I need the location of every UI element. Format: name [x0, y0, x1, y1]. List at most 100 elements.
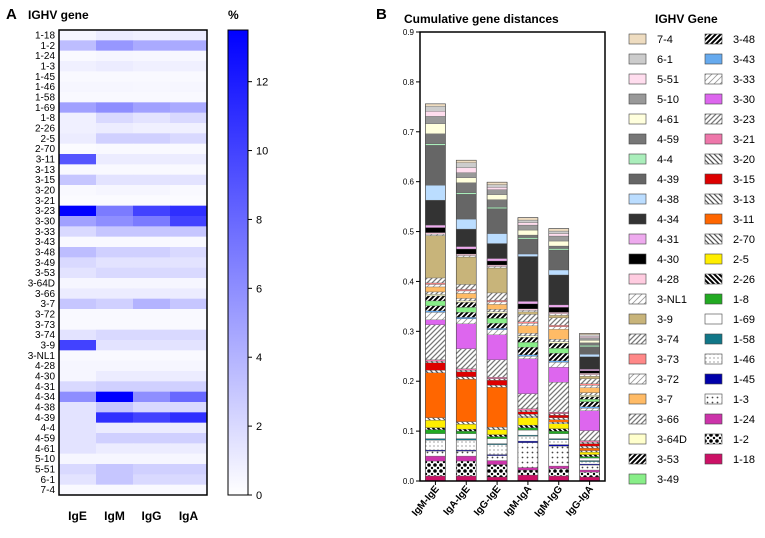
- bar-segment-IgM-IgG-3-49: [548, 348, 569, 354]
- legend-label-4-34: 4-34: [657, 214, 679, 226]
- bar-segment-IgG-IgE-4-31: [486, 258, 508, 262]
- heatmap-row-label: 4-31: [35, 382, 55, 393]
- heatmap-column-label: IgG: [142, 509, 162, 523]
- bar-segment-IgM-IgG-4-34: [548, 274, 569, 306]
- heatmap-cell-3-30-IgE: [59, 216, 97, 227]
- legend-label-4-30: 4-30: [657, 254, 679, 266]
- y-tick-label: 0.8: [403, 78, 415, 87]
- bar-segment-IgG-IgE-7-4: [486, 182, 508, 185]
- heatmap-cell-1-3-IgE: [59, 61, 97, 72]
- bar-segment-IgM-IgE-3-64D: [425, 294, 446, 297]
- bar-segment-IgM-IgA-3-NL1: [517, 310, 539, 313]
- heatmap-row-label: 1-24: [35, 51, 55, 62]
- bar-segment-IgG-IgE-4-38: [486, 233, 508, 244]
- heatmap-cell-2-26-IgE: [59, 123, 97, 134]
- bar-segment-IgG-IgE-3-23: [486, 359, 508, 378]
- heatmap-cell-4-34-IgG: [133, 391, 171, 403]
- colorbar-tick-label: 4: [256, 352, 262, 364]
- bar-segment-IgM-IgE-1-69: [425, 433, 446, 439]
- heatmap-row-label: 4-28: [35, 361, 55, 372]
- heatmap-cell-3-30-IgA: [170, 216, 208, 227]
- legend-label-4-39: 4-39: [657, 174, 679, 186]
- heatmap-cell-3-15-IgE: [59, 174, 97, 186]
- bar-segment-IgM-IgE-3-7: [425, 286, 446, 293]
- heatmap-cell-3-53-IgG: [133, 267, 171, 279]
- legend-swatch-1-3: [704, 393, 723, 405]
- legend-label-3-30: 3-30: [733, 94, 755, 106]
- colorbar-tick-label: 2: [256, 421, 262, 433]
- heatmap-cell-1-18-IgG: [133, 30, 171, 41]
- heatmap-cell-3-15-IgG: [133, 174, 171, 186]
- bar-segment-IgM-IgA-1-2: [517, 469, 539, 476]
- bar-segment-IgM-IgG-1-24: [548, 465, 569, 469]
- bar-segment-IgG-IgE-4-61: [486, 194, 508, 200]
- heatmap-row-label: 4-4: [41, 423, 56, 434]
- heatmap-cell-3-20-IgA: [170, 185, 208, 196]
- bar-segment-IgM-IgA-2-70: [517, 415, 539, 418]
- heatmap-cell-7-4-IgE: [59, 484, 97, 496]
- legend-swatch-3-53: [628, 453, 647, 465]
- heatmap-cell-4-39-IgE: [59, 412, 97, 423]
- legend-swatch-3-43: [704, 53, 723, 65]
- bar-segment-IgG-IgE-3-9: [486, 267, 508, 294]
- heatmap-cell-1-8-IgM: [96, 112, 134, 124]
- bar-segment-IgG-IgA-6-1: [579, 334, 600, 337]
- legend-label-4-31: 4-31: [657, 234, 679, 246]
- heatmap-cell-3-49-IgE: [59, 257, 97, 268]
- legend-swatch-4-34: [628, 213, 647, 225]
- heatmap-row-label: 3-15: [35, 175, 55, 186]
- bar-segment-IgG-IgE-3-73: [486, 300, 508, 303]
- heatmap-column-label: IgA: [179, 509, 199, 523]
- bar-segment-IgM-IgE-1-2: [425, 460, 446, 477]
- heatmap-row-label: 4-61: [35, 444, 55, 455]
- legend-label-3-NL1: 3-NL1: [657, 294, 687, 306]
- heatmap-cell-1-45-IgE: [59, 71, 97, 82]
- legend-swatch-1-8: [704, 293, 723, 305]
- bar-segment-IgG-IgE-3-13: [486, 385, 508, 388]
- bar-segment-IgM-IgA-1-45: [517, 440, 539, 443]
- bar-segment-IgG-IgA-3-NL1: [579, 374, 600, 377]
- legend-label-3-73: 3-73: [657, 354, 679, 366]
- legend-swatch-3-15: [704, 173, 723, 185]
- bar-segment-IgM-IgG-7-4: [548, 228, 569, 232]
- heatmap-cell-3-23-IgA: [170, 205, 208, 217]
- bar-segment-IgG-IgA-3-74: [579, 378, 600, 384]
- colorbar-tick-label: 6: [256, 283, 262, 295]
- bar-segment-IgM-IgE-7-4: [425, 103, 446, 107]
- y-tick-label: 0.3: [403, 327, 415, 336]
- bar-segment-IgM-IgG-1-8: [548, 430, 569, 434]
- heatmap-cell-4-34-IgE: [59, 391, 97, 403]
- heatmap-row-label: 1-45: [35, 72, 55, 83]
- heatmap-cell-1-45-IgM: [96, 71, 134, 82]
- heatmap-cell-3-73-IgE: [59, 319, 97, 330]
- heatmap-column-labels: IgE IgM IgG IgA: [68, 509, 198, 523]
- heatmap-row-label: 3-9: [41, 341, 56, 352]
- heatmap-cell-2-5-IgG: [133, 133, 171, 144]
- heatmap-cell-4-38-IgA: [170, 402, 208, 413]
- bar-segment-IgA-IgE-3-66: [456, 298, 477, 302]
- bar-segment-IgM-IgG-5-51: [548, 233, 569, 237]
- bar-segment-IgG-IgE-3-43: [486, 328, 508, 330]
- heatmap-cell-7-4-IgA: [170, 484, 208, 496]
- heatmap-row-label: 5-51: [35, 465, 55, 476]
- heatmap-row-label: 3-13: [35, 165, 55, 176]
- bar-segment-IgG-IgA-3-30: [579, 410, 600, 431]
- bar-segment-IgM-IgG-4-61: [548, 240, 569, 247]
- y-tick-label: 0.1: [403, 427, 415, 436]
- heatmap-cell-6-1-IgM: [96, 474, 134, 485]
- legend-label-3-74: 3-74: [657, 334, 679, 346]
- heatmap-cell-3-20-IgG: [133, 185, 171, 196]
- bar-segment-IgM-IgE-2-26: [425, 427, 446, 430]
- heatmap-cell-3-53-IgA: [170, 267, 208, 279]
- legend-label-1-18: 1-18: [733, 454, 755, 466]
- heatmap-cell-1-18-IgE: [59, 30, 97, 41]
- heatmap-cell-3-64D-IgG: [133, 278, 171, 289]
- heatmap-cell-3-NL1-IgG: [133, 350, 171, 361]
- heatmap-cell-2-70-IgG: [133, 143, 171, 155]
- colorbar-tick-label: 8: [256, 214, 262, 226]
- bar-segment-IgM-IgG-2-70: [548, 421, 569, 424]
- legend-label-3-43: 3-43: [733, 54, 755, 66]
- bar-segment-IgM-IgA-3-53: [517, 337, 539, 343]
- bar-segment-IgG-IgE-4-39: [486, 208, 508, 234]
- bar-segment-IgM-IgG-3-30: [548, 367, 569, 383]
